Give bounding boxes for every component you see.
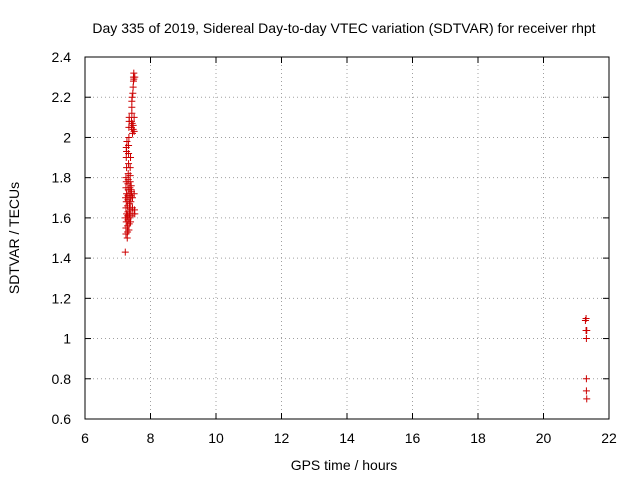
data-points — [121, 69, 591, 403]
x-tick-label: 6 — [81, 430, 89, 446]
data-point — [126, 164, 134, 172]
x-tick-labels: 6 8 10 12 14 16 18 20 22 — [81, 430, 617, 446]
data-point — [131, 210, 139, 218]
x-tick-label: 10 — [208, 430, 224, 446]
data-point — [121, 248, 129, 256]
data-point — [123, 234, 131, 242]
data-point — [582, 335, 590, 343]
data-point — [128, 109, 136, 117]
y-tick-label: 1 — [63, 331, 71, 347]
grid-lines — [85, 57, 609, 419]
data-point — [125, 150, 133, 158]
x-tick-label: 8 — [147, 430, 155, 446]
data-point — [582, 314, 590, 322]
data-point — [131, 73, 139, 81]
data-point — [583, 395, 591, 403]
y-tick-label: 2 — [63, 129, 71, 145]
data-point — [127, 198, 135, 206]
data-point — [130, 190, 138, 198]
y-tick-label: 0.6 — [52, 411, 72, 427]
y-tick-label: 1.6 — [52, 210, 72, 226]
axis-ticks — [84, 56, 610, 420]
data-point — [125, 133, 133, 141]
data-point — [127, 218, 135, 226]
x-tick-label: 20 — [536, 430, 552, 446]
data-point — [582, 387, 590, 395]
data-point — [129, 83, 137, 91]
data-point — [128, 103, 136, 111]
y-tick-label: 2.2 — [52, 89, 72, 105]
x-tick-label: 16 — [405, 430, 421, 446]
data-point — [123, 137, 131, 145]
data-point — [128, 194, 136, 202]
data-point — [125, 160, 133, 168]
data-point — [126, 172, 134, 180]
y-tick-label: 2.4 — [52, 49, 72, 65]
data-point — [128, 93, 136, 101]
y-tick-label: 1.8 — [52, 170, 72, 186]
data-point — [127, 182, 135, 190]
data-point — [125, 226, 133, 234]
data-point — [582, 375, 590, 383]
y-tick-label: 1.2 — [52, 290, 72, 306]
y-tick-labels: 0.6 0.8 1 1.2 1.4 1.6 1.8 2 2.2 2.4 — [52, 49, 72, 427]
y-axis-label: SDTVAR / TECUs — [6, 182, 22, 294]
chart-title: Day 335 of 2019, Sidereal Day-to-day VTE… — [92, 20, 595, 36]
data-point — [583, 327, 591, 335]
data-point — [130, 69, 138, 77]
data-point — [125, 141, 133, 149]
x-tick-label: 18 — [470, 430, 486, 446]
data-point — [129, 89, 137, 97]
x-axis-label: GPS time / hours — [291, 457, 398, 473]
data-point — [126, 178, 134, 186]
data-point — [127, 154, 135, 162]
y-tick-label: 1.4 — [52, 250, 72, 266]
data-point — [130, 127, 138, 135]
y-tick-label: 0.8 — [52, 371, 72, 387]
x-tick-label: 12 — [274, 430, 290, 446]
x-tick-label: 14 — [339, 430, 355, 446]
x-tick-label: 22 — [601, 430, 617, 446]
data-point — [130, 113, 138, 121]
